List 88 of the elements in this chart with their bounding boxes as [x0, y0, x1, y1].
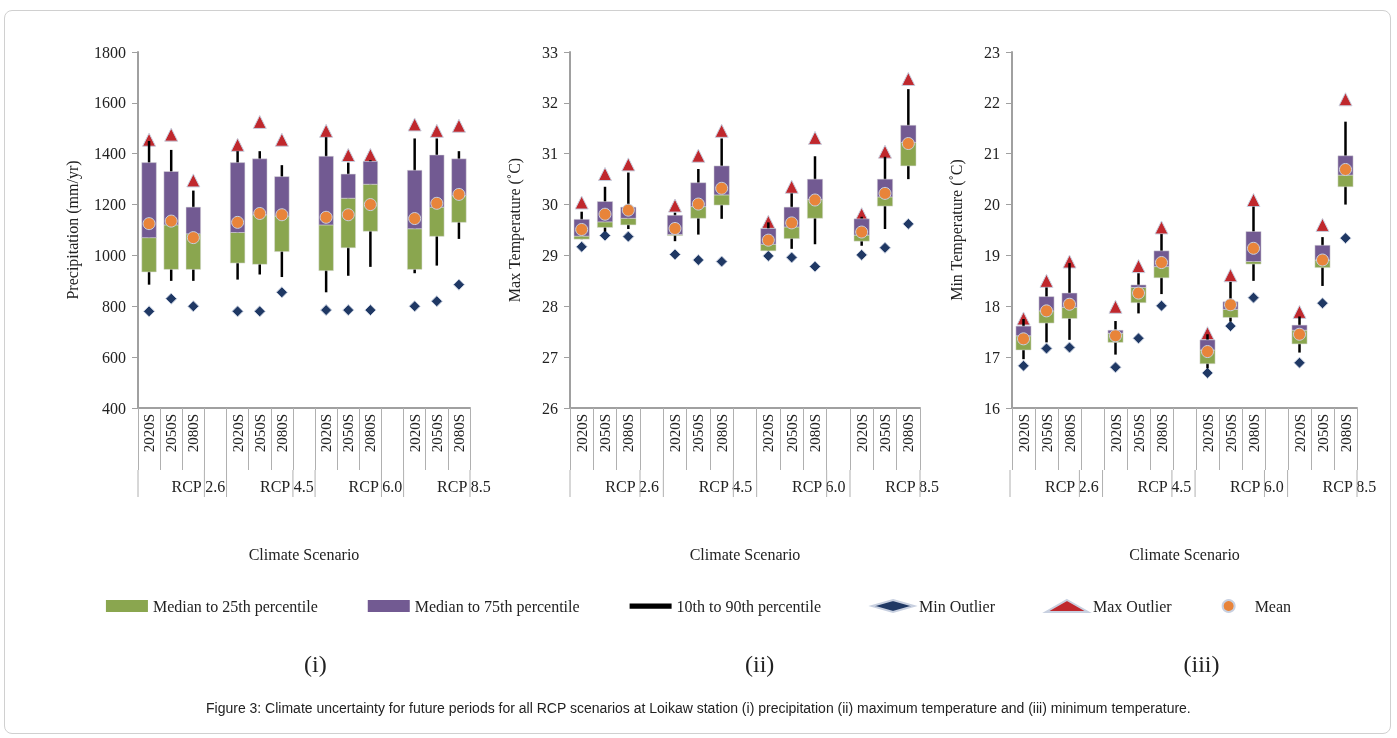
y-tick-label: 18 — [984, 297, 1000, 315]
y-tick-label: 1000 — [94, 246, 126, 264]
x-tick-label: 2020S — [573, 414, 590, 453]
x-tick-label: 2050S — [877, 414, 893, 453]
y-tick-label: 33 — [542, 43, 558, 61]
x-tick-label: 2020S — [853, 414, 870, 453]
x-tick-label: 2050S — [340, 414, 357, 453]
x-tick-label: 2050S — [597, 414, 613, 453]
x-tick-label: 2080S — [450, 414, 467, 453]
x-tick-label: 2080S — [620, 414, 637, 453]
x-tick-label: 2020S — [318, 414, 335, 453]
x-tick-label: 2050S — [783, 414, 800, 453]
text: (i) — [304, 651, 327, 677]
text: (iii) — [1183, 651, 1220, 677]
text: RCP 8.5 — [437, 477, 491, 495]
text: RCP 8.5 — [1322, 477, 1377, 495]
x-tick-label: 2050S — [690, 414, 707, 453]
x-tick-label: 2080S — [807, 414, 823, 453]
text: RCP 4.5 — [260, 477, 314, 495]
text: Figure 3: Climate uncertainty for future periods for all RCP scenarios at Loikaw station (i) precipitation (ii) maximum temperature and (iii) minimum temperature. — [205, 700, 1191, 716]
text: RCP 8.5 — [885, 477, 939, 495]
y-tick-label: 32 — [542, 94, 558, 112]
y-tick-label: 26 — [542, 399, 558, 417]
y-tick-label: 31 — [542, 145, 558, 163]
x-tick-label: 2020S — [1015, 414, 1032, 453]
y-tick-label: 19 — [984, 246, 1000, 264]
x-tick-label: 2020S — [406, 414, 423, 453]
x-tick-label: 2050S — [1222, 414, 1239, 453]
x-axis-title: Climate Scenario — [1129, 545, 1240, 563]
y-axis-title: Precipitation (mm/yr) — [63, 160, 82, 300]
x-tick-label: 2080S — [273, 414, 290, 453]
x-tick-label: 2080S — [1061, 414, 1078, 453]
y-axis-title: Max Temperature (˚C) — [505, 157, 524, 303]
text: RCP 6.0 — [1230, 477, 1284, 495]
x-tick-label: 2080S — [1153, 414, 1170, 453]
text: RCP 6.0 — [348, 477, 403, 495]
y-tick-label: 27 — [542, 348, 558, 366]
text: RCP 6.0 — [791, 477, 846, 495]
x-tick-label: 2080S — [185, 414, 202, 453]
x-tick-label: 2020S — [229, 414, 246, 453]
y-tick-label: 30 — [542, 196, 558, 214]
text: RCP 4.5 — [698, 477, 753, 495]
x-tick-label: 2020S — [667, 414, 683, 453]
legend-label: Max Outlier — [1093, 597, 1173, 615]
text: RCP 2.6 — [171, 477, 226, 495]
y-tick-label: 1800 — [94, 43, 126, 61]
y-tick-label: 22 — [984, 94, 1000, 112]
x-tick-label: 2050S — [1038, 414, 1055, 453]
text: RCP 2.6 — [605, 477, 659, 495]
x-tick-label: 2020S — [141, 414, 158, 453]
y-tick-label: 800 — [102, 297, 126, 315]
y-tick-label: 1600 — [94, 94, 126, 112]
y-tick-label: 23 — [984, 43, 1000, 61]
x-tick-label: 2080S — [362, 414, 379, 453]
x-tick-label: 2020S — [760, 414, 777, 453]
x-tick-label: 2020S — [1291, 414, 1308, 453]
x-axis-title: Climate Scenario — [248, 545, 360, 563]
x-tick-label: 2050S — [428, 414, 445, 453]
x-tick-label: 2080S — [1337, 414, 1354, 453]
y-tick-label: 600 — [102, 348, 126, 366]
x-tick-label: 2080S — [900, 414, 917, 453]
y-tick-label: 1200 — [94, 196, 126, 214]
y-tick-label: 29 — [542, 246, 558, 264]
legend-label: Median to 75th percentile — [414, 597, 580, 616]
text: (ii) — [745, 651, 775, 677]
x-tick-label: 2020S — [1107, 414, 1124, 453]
y-tick-label: 21 — [984, 145, 1000, 163]
x-tick-label: 2050S — [1130, 414, 1147, 453]
x-tick-label: 2050S — [163, 414, 180, 453]
x-tick-label: 2050S — [1314, 414, 1331, 453]
x-axis-title: Climate Scenario — [689, 545, 801, 563]
y-tick-label: 28 — [542, 297, 558, 315]
legend-label: 10th to 90th percentile — [676, 597, 821, 616]
legend-label: Mean — [1254, 597, 1292, 615]
legend-label: Min Outlier — [919, 597, 996, 615]
text: RCP 2.6 — [1044, 477, 1099, 495]
y-tick-label: 400 — [102, 399, 126, 417]
legend-label: Median to 25th percentile — [152, 597, 318, 616]
x-tick-label: 2050S — [251, 414, 268, 453]
x-tick-label: 2080S — [713, 414, 730, 453]
x-tick-label: 2080S — [1245, 414, 1262, 453]
text: RCP 4.5 — [1137, 477, 1192, 495]
y-tick-label: 20 — [984, 196, 1000, 214]
y-tick-label: 1400 — [94, 145, 126, 163]
x-tick-label: 2020S — [1199, 414, 1216, 453]
y-tick-label: 16 — [984, 399, 1000, 417]
y-tick-label: 17 — [984, 348, 1000, 366]
y-axis-title: Min Temperature (˚C) — [947, 159, 966, 301]
